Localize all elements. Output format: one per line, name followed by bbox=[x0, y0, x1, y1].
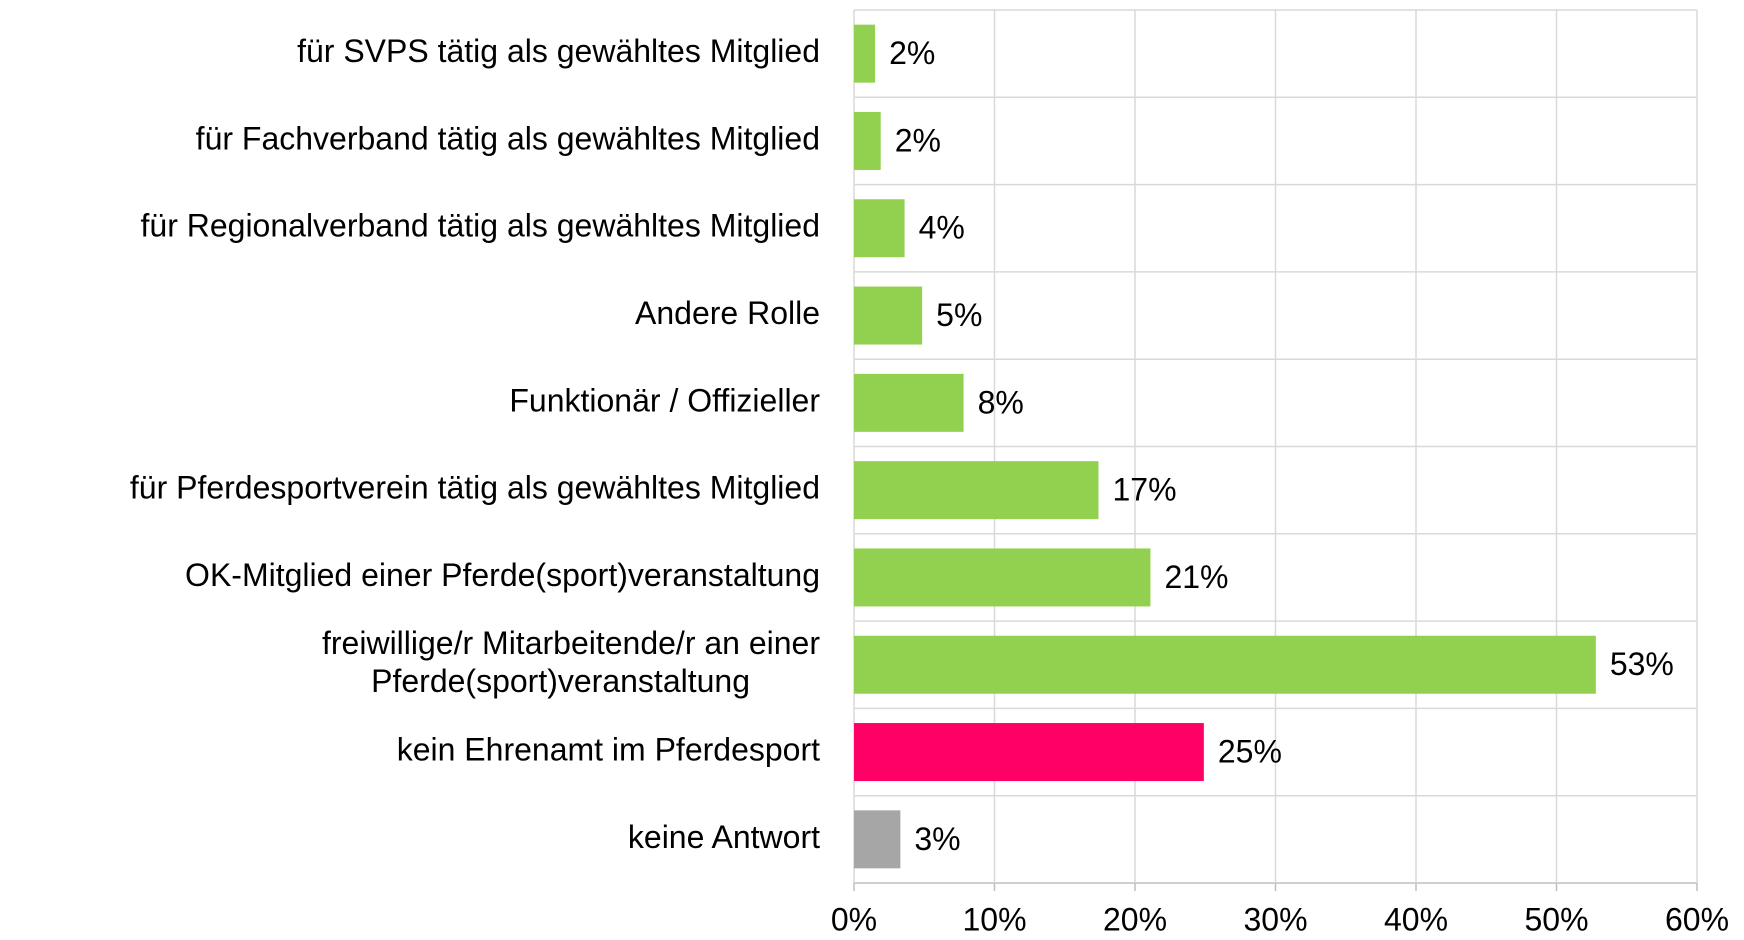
bar bbox=[854, 111, 881, 170]
category-label-line: freiwillige/r Mitarbeitende/r an einer bbox=[322, 625, 820, 661]
value-label: 2% bbox=[895, 122, 941, 158]
bar bbox=[854, 635, 1596, 694]
category-label: OK-Mitglied einer Pferde(sport)veranstal… bbox=[185, 557, 820, 593]
category-label: kein Ehrenamt im Pferdesport bbox=[397, 732, 820, 768]
value-label: 2% bbox=[889, 35, 935, 71]
value-label: 8% bbox=[978, 384, 1024, 420]
value-label: 5% bbox=[936, 297, 982, 333]
category-label: für Fachverband tätig als gewähltes Mitg… bbox=[196, 120, 820, 156]
category-label: keine Antwort bbox=[628, 819, 820, 855]
category-label-line: Pferde(sport)veranstaltung bbox=[371, 663, 750, 699]
bar bbox=[854, 286, 923, 345]
x-tick-label: 60% bbox=[1665, 901, 1729, 937]
bar bbox=[854, 24, 876, 83]
value-label: 53% bbox=[1610, 646, 1674, 682]
x-tick-label: 30% bbox=[1243, 901, 1307, 937]
category-label: für Pferdesportverein tätig als gewählte… bbox=[130, 470, 820, 506]
bar bbox=[854, 548, 1151, 607]
x-tick-label: 0% bbox=[831, 901, 877, 937]
bar bbox=[854, 723, 1204, 782]
x-tick-label: 50% bbox=[1524, 901, 1588, 937]
bar bbox=[854, 810, 901, 869]
bar bbox=[854, 373, 964, 432]
category-label: freiwillige/r Mitarbeitende/r an einer Pf… bbox=[322, 625, 820, 699]
bar bbox=[854, 199, 905, 258]
category-label: für Regionalverband tätig als gewähltes … bbox=[141, 208, 821, 244]
value-label: 3% bbox=[914, 821, 960, 857]
value-label: 21% bbox=[1164, 559, 1228, 595]
x-tick-label: 40% bbox=[1384, 901, 1448, 937]
category-label: Andere Rolle bbox=[635, 295, 820, 331]
category-label: Funktionär / Offizieller bbox=[509, 382, 820, 418]
x-tick-label: 10% bbox=[962, 901, 1026, 937]
value-label: 25% bbox=[1218, 734, 1282, 770]
bar bbox=[854, 461, 1099, 520]
value-label: 17% bbox=[1112, 472, 1176, 508]
value-label: 4% bbox=[919, 210, 965, 246]
category-label: für SVPS tätig als gewähltes Mitglied bbox=[297, 33, 820, 69]
x-tick-label: 20% bbox=[1103, 901, 1167, 937]
